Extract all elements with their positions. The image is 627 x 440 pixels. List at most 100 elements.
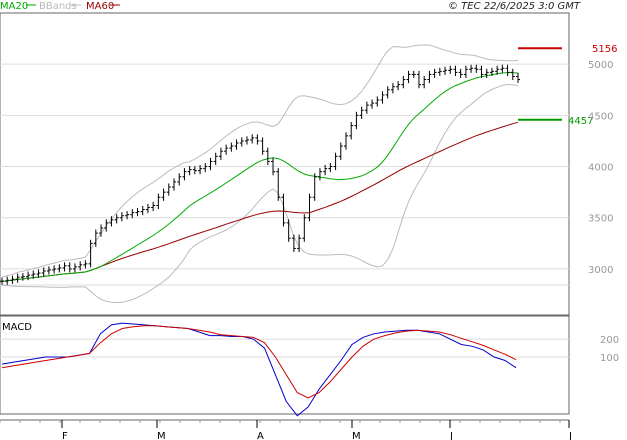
price-y-tick-label: 4500 (588, 111, 613, 122)
ma60-line (1, 121, 519, 282)
ohlc-bar (83, 260, 88, 269)
price-y-tick-labels: 3000 3500 4000 4500 5000 (588, 60, 613, 276)
ohlc-bar (286, 219, 291, 242)
ohlc-bar (385, 86, 390, 99)
ohlc-bar (57, 264, 62, 273)
ohlc-bar (453, 65, 458, 76)
ohlc-bar (15, 273, 20, 283)
macd-panel-frame (0, 315, 570, 415)
ohlc-bar (370, 99, 375, 109)
price-y-tick-label: 4000 (588, 163, 613, 174)
macd-series-line (1, 322, 517, 417)
ohlc-bar (10, 275, 15, 284)
ohlc-bar (265, 147, 270, 166)
ohlc-bar (119, 212, 124, 222)
watermark: © TEC 22/6/2025 3:0 GMT (448, 1, 581, 12)
bband-lower (1, 83, 519, 304)
ohlc-bar (145, 203, 150, 214)
ohlc-bar (463, 65, 468, 79)
ohlc-bar (411, 70, 416, 79)
ohlc-bar (114, 214, 119, 224)
price-panel-frame (0, 12, 570, 316)
ohlc-bar (276, 168, 281, 201)
ohlc-bar (474, 64, 479, 73)
ohlc-bar (260, 137, 265, 155)
ohlc-bar (495, 65, 500, 75)
ohlc-bar (125, 211, 130, 220)
ohlc-bar (41, 267, 46, 277)
ohlc-bar (67, 262, 72, 273)
ohlc-bar (62, 262, 67, 272)
ohlc-bar (218, 147, 223, 160)
x-month-label: M (352, 431, 361, 440)
ohlc-bar (390, 83, 395, 94)
ohlc-bar (396, 81, 401, 91)
ohlc-bar (505, 64, 510, 76)
ohlc-bar (271, 157, 276, 176)
ohlc-bar (510, 68, 515, 81)
price-y-tick-label: 3500 (588, 214, 613, 225)
ohlc-bar (187, 166, 192, 176)
ohlc-bar (104, 219, 109, 232)
level-label: 5156 (592, 44, 617, 55)
ohlc-bar (229, 142, 234, 152)
ohlc-bar (213, 152, 218, 166)
price-levels: 5156 4457 (518, 44, 617, 127)
ohlc-bar (458, 68, 463, 79)
ohlc-bar (31, 270, 36, 279)
ohlc-bar (302, 214, 307, 242)
ohlc-bar (177, 173, 182, 186)
ohlc-bar (307, 193, 312, 222)
ohlc-bars (0, 64, 520, 285)
legend-bbands-label: BBands (39, 1, 77, 12)
ohlc-bar (291, 234, 296, 253)
price-y-tick-label: 5000 (588, 60, 613, 71)
ohlc-bar (208, 157, 213, 171)
ohlc-bar (26, 271, 31, 281)
ohlc-bar (448, 65, 453, 74)
ohlc-bar (328, 162, 333, 173)
ohlc-bar (432, 68, 437, 79)
ohlc-bar (344, 132, 348, 150)
ma20-path (1, 72, 519, 282)
ohlc-bar (516, 72, 520, 84)
x-month-label: F (62, 431, 68, 440)
ohlc-bar (281, 193, 286, 227)
ohlc-bar (99, 224, 104, 237)
ohlc-bar (52, 265, 57, 274)
ohlc-bar (323, 165, 328, 176)
price-gridlines (0, 63, 569, 286)
ohlc-bar (255, 134, 260, 145)
ohlc-bar (416, 70, 421, 89)
ohlc-bar (203, 162, 208, 173)
ohlc-bar (406, 70, 411, 84)
price-y-tick-label: 3000 (588, 265, 613, 276)
ohlc-bar (239, 137, 244, 147)
ohlc-bar (479, 65, 484, 79)
ohlc-bar (182, 168, 187, 181)
macd-y-tick-labels: 100 200 (600, 335, 619, 364)
ohlc-bar (46, 266, 51, 275)
macd-series-line (1, 325, 517, 399)
ohlc-bar (317, 168, 322, 181)
ohlc-bar (312, 173, 317, 201)
ohlc-bar (375, 96, 380, 107)
ohlc-bar (349, 122, 354, 140)
legend-ma60-label: MA60 (86, 1, 114, 12)
x-month-label: J (449, 431, 453, 440)
ohlc-bar (0, 277, 4, 285)
ohlc-bar (333, 152, 338, 171)
legend-ma20-label: MA20 (0, 1, 28, 12)
ohlc-bar (401, 75, 406, 89)
x-month-label: A (257, 431, 264, 440)
ohlc-bar (93, 229, 98, 247)
ohlc-bar (469, 64, 474, 73)
ohlc-bar (359, 106, 364, 119)
ohlc-bar (489, 67, 494, 76)
ohlc-bar (437, 67, 442, 76)
ohlc-bar (354, 111, 359, 130)
x-month-label: M (157, 431, 166, 440)
ohlc-bar (380, 91, 385, 104)
